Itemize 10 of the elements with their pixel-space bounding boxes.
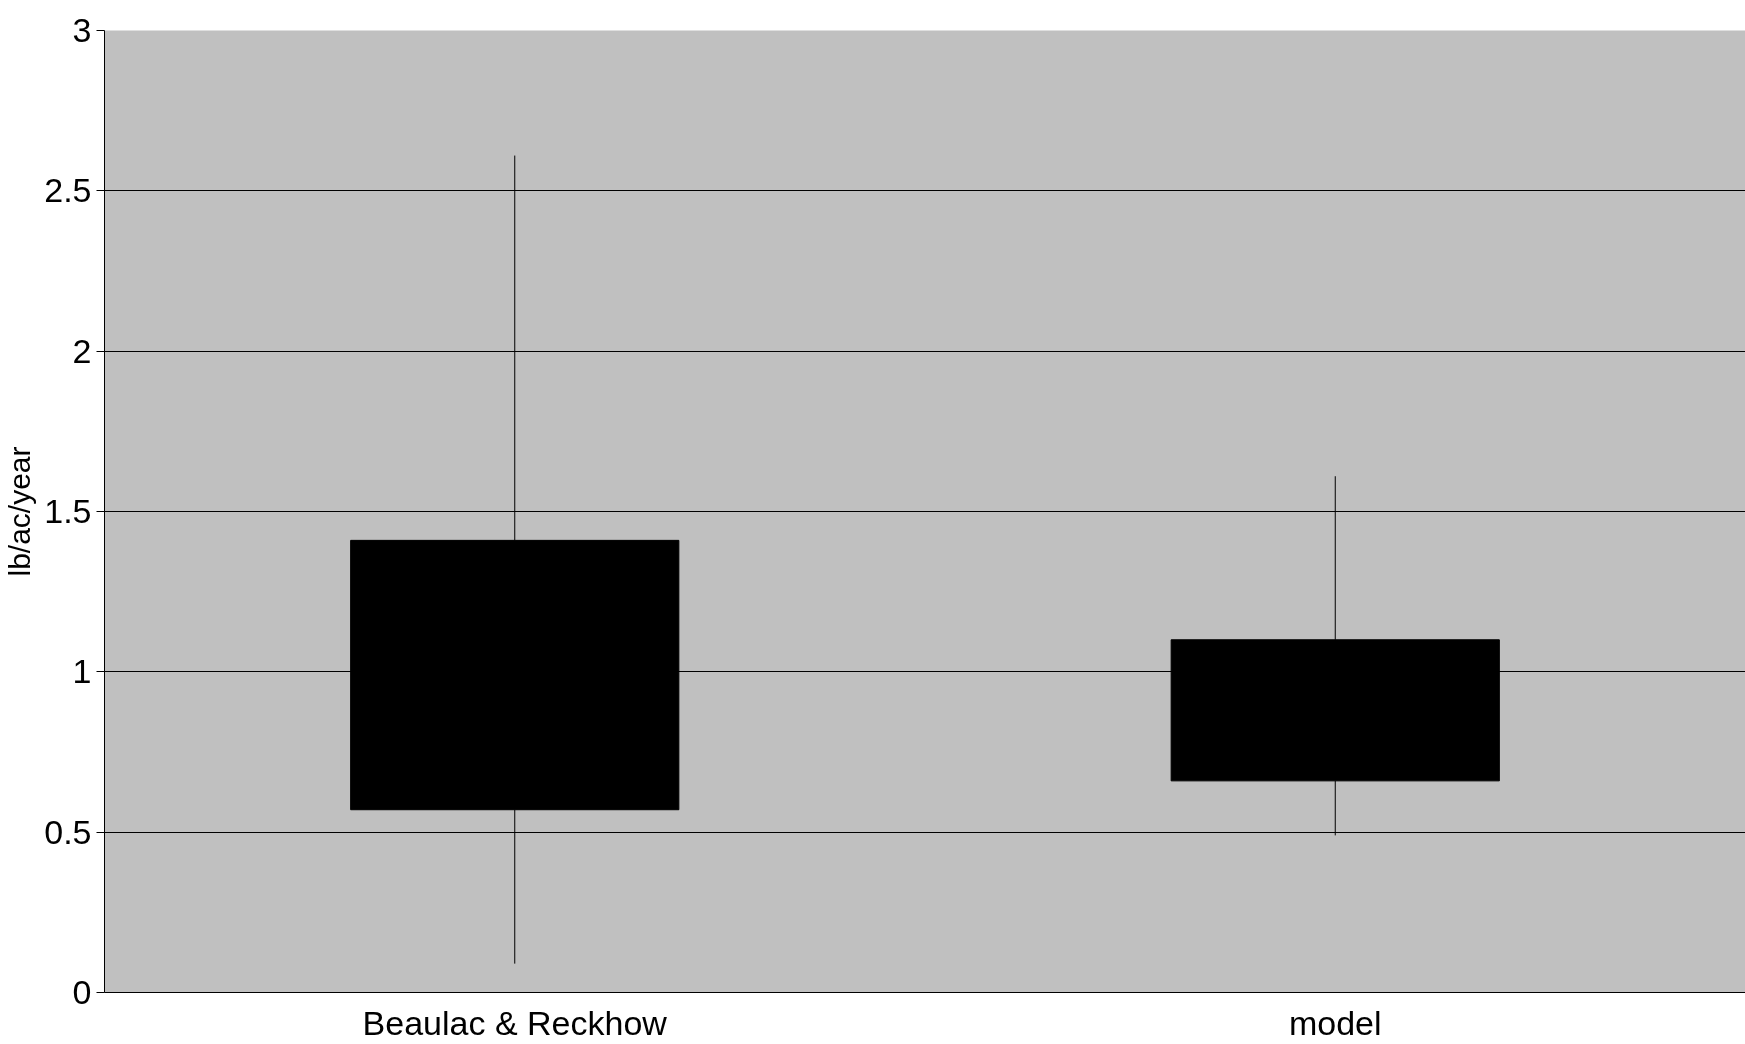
y-tick-label: 0 bbox=[72, 973, 92, 1011]
y-tick-label: 1.5 bbox=[44, 492, 92, 530]
x-tick-label: model bbox=[1288, 1003, 1382, 1042]
y-tick-label: 0.5 bbox=[44, 812, 92, 851]
y-tick-label: 1 bbox=[72, 652, 92, 691]
y-axis-title: lb/ac/year bbox=[3, 446, 37, 577]
y-tick-label: 2 bbox=[72, 331, 92, 370]
y-tick-label: 3 bbox=[72, 11, 92, 49]
x-tick-label: Beaulac & Reckhow bbox=[362, 1003, 668, 1042]
y-tick-label: 2.5 bbox=[44, 171, 92, 210]
